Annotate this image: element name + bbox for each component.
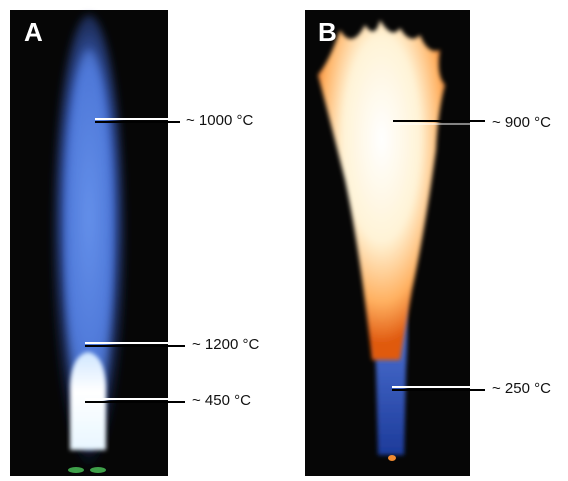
figure: A B ~ 1000 °C ~ 1200 °C ~ 450 °C ~ 900 °… — [0, 0, 568, 481]
panel-label: A — [24, 17, 43, 47]
panel-a: A — [10, 10, 168, 476]
burner-glow — [90, 467, 106, 473]
temperature-label: ~ 900 °C — [492, 114, 551, 131]
temperature-label: ~ 450 °C — [192, 392, 251, 409]
burner-glow — [388, 455, 396, 461]
temperature-label: ~ 1000 °C — [186, 112, 253, 129]
temperature-label: ~ 250 °C — [492, 380, 551, 397]
burner-glow — [68, 467, 84, 473]
panel-b: B — [305, 10, 470, 476]
panel-label: B — [318, 17, 337, 47]
temperature-label: ~ 1200 °C — [192, 336, 259, 353]
